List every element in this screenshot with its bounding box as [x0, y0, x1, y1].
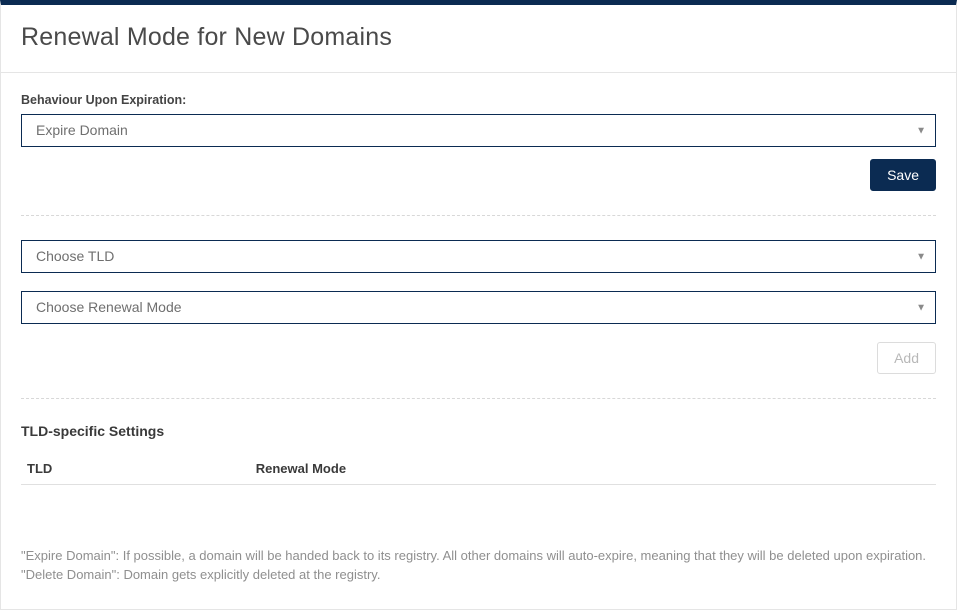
page-title: Renewal Mode for New Domains — [21, 23, 936, 52]
tld-form-section: Choose TLD ▼ Choose Renewal Mode ▼ Add — [21, 240, 936, 374]
page-header: Renewal Mode for New Domains — [1, 5, 956, 73]
add-button[interactable]: Add — [877, 342, 936, 374]
settings-title: TLD-specific Settings — [21, 423, 936, 439]
tld-select[interactable]: Choose TLD — [21, 240, 936, 273]
col-tld: TLD — [21, 453, 250, 485]
behaviour-actions: Save — [21, 159, 936, 191]
renewal-mode-select-wrap: Choose Renewal Mode ▼ — [21, 291, 936, 324]
renewal-mode-select-value: Choose Renewal Mode — [36, 299, 182, 315]
page: Renewal Mode for New Domains Behaviour U… — [0, 0, 957, 610]
tld-form-actions: Add — [21, 342, 936, 374]
col-renewal-mode: Renewal Mode — [250, 453, 936, 485]
behaviour-section: Behaviour Upon Expiration: Expire Domain… — [21, 93, 936, 191]
behaviour-select-value: Expire Domain — [36, 122, 128, 138]
behaviour-select-wrap: Expire Domain ▼ — [21, 114, 936, 147]
tld-select-wrap: Choose TLD ▼ — [21, 240, 936, 273]
save-button[interactable]: Save — [870, 159, 936, 191]
separator — [21, 398, 936, 399]
tld-select-value: Choose TLD — [36, 248, 114, 264]
separator — [21, 215, 936, 216]
content-area: Behaviour Upon Expiration: Expire Domain… — [1, 73, 956, 609]
behaviour-label: Behaviour Upon Expiration: — [21, 93, 936, 107]
behaviour-select[interactable]: Expire Domain — [21, 114, 936, 147]
settings-section: TLD-specific Settings TLD Renewal Mode — [21, 423, 936, 485]
help-text: "Expire Domain": If possible, a domain w… — [21, 547, 936, 585]
settings-table: TLD Renewal Mode — [21, 453, 936, 485]
renewal-mode-select[interactable]: Choose Renewal Mode — [21, 291, 936, 324]
table-header-row: TLD Renewal Mode — [21, 453, 936, 485]
